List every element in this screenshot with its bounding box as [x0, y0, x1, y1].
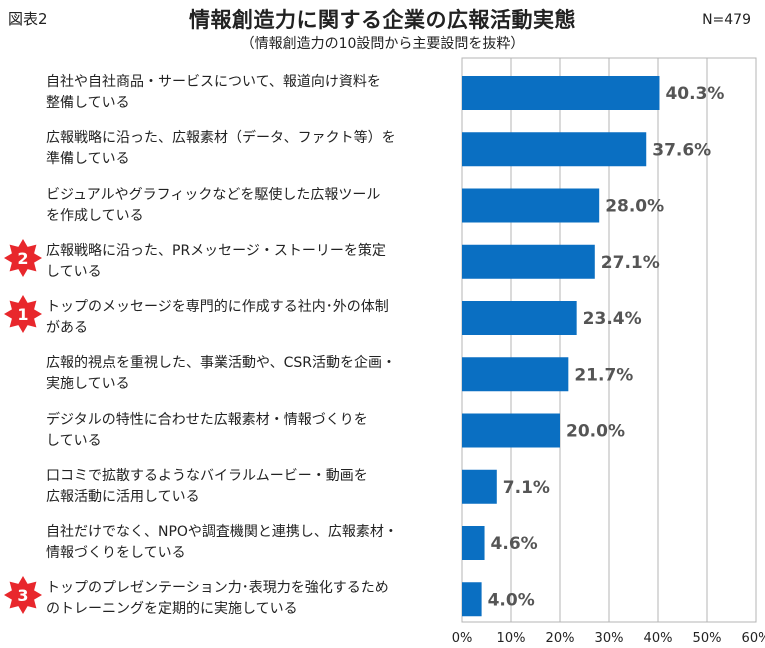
category-label-line: トップのメッセージを専門的に作成する社内･外の体制 [46, 299, 389, 315]
category-label-line: 広報活動に活用している [46, 488, 200, 505]
star-badge-icon: 2 [4, 238, 42, 277]
badge-number: 3 [17, 586, 28, 605]
category-label-line: のトレーニングを定期的に実施している [46, 601, 298, 618]
category-label-line: している [46, 263, 102, 280]
sample-size-label: N=479 [702, 12, 751, 28]
data-label: 23.4% [583, 309, 642, 329]
bar [462, 469, 497, 504]
bar [462, 413, 560, 448]
data-label: 21.7% [574, 365, 633, 385]
chart-subtitle: （情報創造力の10設問から主要設問を抜粋） [240, 36, 525, 52]
category-label: ビジュアルやグラフィックなどを駆使した広報ツール を作成している [46, 185, 441, 227]
bar [462, 188, 600, 223]
category-label: 広報戦略に沿った、PRメッセージ・ストーリーを策定 している [46, 241, 441, 283]
category-label: 自社だけでなく、NPOや調査機関と連携し、広報素材・ 情報づくりをしている [46, 522, 441, 564]
category-label: 自社や自社商品・サービスについて、報道向け資料を 整備している [46, 72, 441, 114]
bar [462, 526, 485, 560]
bar [462, 132, 647, 167]
category-label: 広報的視点を重視した、事業活動や、CSR活動を企画・ 実施している [46, 353, 441, 395]
badge-number: 1 [17, 305, 28, 324]
badge-number: 2 [17, 249, 28, 268]
bar [462, 301, 577, 335]
category-label-line: している [46, 432, 102, 449]
data-label: 27.1% [601, 253, 660, 273]
category-label-line: 実施している [46, 376, 130, 393]
category-label-line: トップのプレゼンテーション力･表現力を強化するため [46, 580, 389, 597]
data-label: 7.1% [503, 478, 550, 498]
category-label-line: 広報戦略に沿った、PRメッセージ・ストーリーを策定 [46, 242, 386, 259]
category-label-line: がある [46, 320, 88, 336]
category-label-line: 整備している [46, 95, 130, 111]
star-badge-icon: 3 [4, 576, 42, 615]
category-label-line: 広報的視点を重視した、事業活動や、CSR活動を企画・ [46, 355, 396, 372]
category-label-line: 口コミで拡散するようなバイラルムービー・動画を [46, 467, 368, 484]
x-tick-label: 10% [497, 631, 526, 646]
data-label: 20.0% [566, 422, 625, 442]
category-label-line: デジタルの特性に合わせた広報素材・情報づくりを [46, 411, 368, 428]
data-label: 28.0% [605, 197, 664, 217]
figure-label: 図表2 [8, 10, 48, 28]
data-label: 4.0% [488, 590, 535, 610]
category-label: 口コミで拡散するようなバイラルムービー・動画を 広報活動に活用している [46, 466, 441, 508]
bar [462, 244, 595, 279]
data-label: 40.3% [665, 84, 724, 104]
bar [462, 357, 569, 392]
x-tick-label: 20% [546, 631, 575, 646]
data-label: 4.6% [491, 534, 538, 554]
category-label-line: 自社だけでなく、NPOや調査機関と連携し、広報素材・ [46, 524, 398, 540]
category-label-line: 広報戦略に沿った、広報素材（データ、ファクト等）を [46, 130, 396, 147]
x-tick-label: 40% [644, 631, 673, 646]
data-label: 37.6% [652, 140, 711, 160]
chart-title: 情報創造力に関する企業の広報活動実態 [189, 8, 576, 32]
category-label-line: を作成している [46, 207, 144, 224]
category-label: デジタルの特性に合わせた広報素材・情報づくりを している [46, 410, 441, 452]
x-tick-label: 60% [742, 631, 765, 646]
star-badge-icon: 1 [4, 295, 42, 333]
category-label: 広報戦略に沿った、広報素材（データ、ファクト等）を 準備している [46, 128, 441, 170]
x-tick-label: 50% [693, 631, 722, 646]
x-tick-label: 0% [452, 631, 473, 646]
category-label-line: ビジュアルやグラフィックなどを駆使した広報ツール [46, 186, 381, 203]
x-tick-label: 30% [595, 631, 624, 646]
bar [462, 582, 482, 617]
category-label-line: 自社や自社商品・サービスについて、報道向け資料を [46, 74, 381, 90]
category-label: トップのプレゼンテーション力･表現力を強化するため のトレーニングを定期的に実施し… [46, 578, 441, 620]
category-label-line: 準備している [46, 151, 130, 168]
bar [462, 76, 660, 110]
category-label: トップのメッセージを専門的に作成する社内･外の体制 がある [46, 297, 441, 339]
category-label-line: 情報づくりをしている [46, 545, 186, 561]
